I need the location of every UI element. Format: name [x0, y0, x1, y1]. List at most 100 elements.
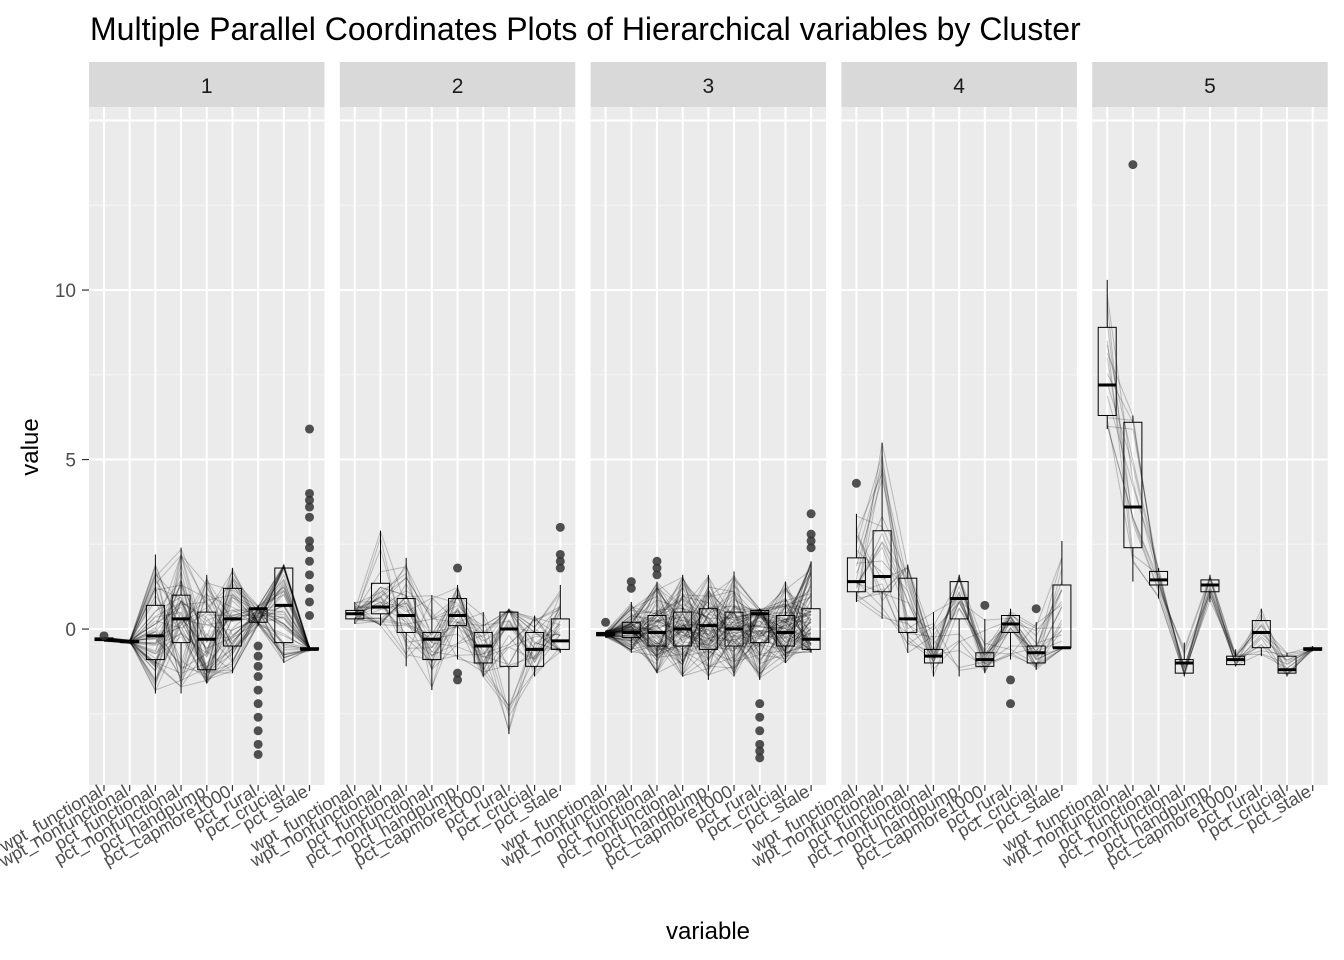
outlier-point: [253, 685, 263, 695]
trace-line: [605, 591, 812, 636]
facet-strip: [1092, 62, 1328, 107]
trace-line: [605, 608, 812, 674]
box: [898, 577, 918, 633]
boxplot-wpt_nonfunctional: [872, 442, 892, 619]
box: [499, 611, 519, 667]
boxplot-pct_capmore1000: [724, 571, 744, 677]
outlier-point: [626, 583, 636, 593]
outlier-point: [1128, 160, 1138, 170]
y-tick-label: 0: [65, 620, 76, 641]
boxplot-pct_capmore1000: [473, 612, 493, 677]
outlier-point: [305, 536, 314, 546]
facet-panel-4: 4wpt_functionalwpt_nonfunctionalpct_func…: [748, 62, 1077, 872]
boxplot-pct_stale: [801, 509, 821, 653]
outlier-point: [806, 509, 816, 519]
boxplot-pct_handpump: [949, 574, 969, 677]
outlier-point: [555, 563, 565, 573]
trace-line: [605, 574, 812, 665]
boxplot-wpt_functional: [94, 631, 114, 642]
box: [949, 581, 969, 620]
trace-line: [103, 578, 310, 667]
facet-strip-label: 1: [201, 75, 213, 98]
boxplot-pct_capmore1000: [222, 568, 242, 674]
boxplot-pct_nonfunctional: [1174, 642, 1194, 677]
boxplot-wpt_nonfunctional: [120, 639, 140, 644]
outlier-point: [626, 577, 636, 587]
boxplot-pct_crucial: [274, 564, 294, 663]
trace-line: [605, 611, 812, 662]
outlier-point: [253, 739, 263, 749]
outlier-point: [755, 739, 765, 749]
boxplot-pct_capmore1000: [1226, 649, 1246, 667]
trace-line: [856, 590, 1063, 657]
x-axis-title: variable: [666, 918, 750, 945]
boxplot-pct_nonfunctional: [923, 612, 943, 677]
outlier-point: [1006, 675, 1016, 685]
outlier-point: [806, 536, 816, 546]
box: [197, 611, 217, 671]
box: [222, 587, 242, 647]
outlier-point: [305, 488, 314, 498]
outlier-point: [99, 631, 109, 641]
box: [473, 631, 493, 664]
box: [698, 608, 718, 650]
outlier-point: [305, 543, 314, 553]
outlier-point: [755, 699, 765, 709]
outlier-point: [652, 570, 662, 580]
trace-line: [605, 583, 812, 650]
box: [846, 557, 866, 593]
outlier-point: [305, 570, 314, 580]
box: [750, 609, 770, 644]
trace-line: [605, 606, 812, 675]
facet-strip-label: 4: [953, 75, 965, 98]
boxplot-pct_stale: [550, 522, 570, 653]
boxplot-pct_stale: [1303, 646, 1323, 652]
boxplot-pct_functional: [647, 556, 667, 674]
facet-strip: [339, 62, 576, 107]
outlier-point: [1031, 604, 1041, 614]
boxplot-pct_capmore1000: [975, 600, 995, 674]
outlier-point: [305, 597, 314, 607]
boxplot-wpt_functional: [596, 617, 616, 638]
boxplot-pct_handpump: [698, 574, 718, 680]
boxplot-pct_functional: [898, 564, 918, 653]
facet-panel-5: 5wpt_functionalwpt_nonfunctionalpct_func…: [998, 62, 1328, 872]
box: [370, 582, 390, 615]
outlier-point: [253, 651, 263, 661]
trace-line: [103, 553, 310, 658]
boxplot-pct_rural: [1251, 608, 1271, 657]
boxplot-pct_rural: [1001, 608, 1021, 709]
box: [872, 530, 892, 593]
boxplot-pct_rural: [248, 605, 268, 759]
boxplot-pct_nonfunctional: [422, 595, 442, 691]
boxplot-pct_nonfunctional: [673, 574, 693, 677]
box: [1026, 645, 1046, 664]
outlier-point: [652, 556, 662, 566]
outlier-point: [305, 502, 314, 512]
boxplot-pct_crucial: [775, 581, 795, 663]
outlier-point: [253, 661, 263, 671]
facet-strip: [590, 62, 827, 107]
boxplot-pct_stale: [1052, 540, 1072, 650]
boxplot-wpt_nonfunctional: [370, 530, 390, 626]
box: [1277, 655, 1297, 674]
trace-line: [856, 558, 1063, 659]
outlier-point: [555, 549, 565, 559]
box: [647, 615, 667, 647]
box: [621, 621, 641, 639]
box: [448, 598, 468, 627]
boxplot-pct_crucial: [1026, 604, 1046, 670]
outlier-point: [755, 726, 765, 736]
outlier-point: [253, 749, 263, 759]
box: [1097, 326, 1117, 416]
outlier-point: [980, 600, 990, 610]
facet-strip-label: 5: [1204, 75, 1216, 98]
outlier-point: [555, 522, 565, 532]
facet-strip-label: 2: [452, 75, 464, 98]
box: [775, 615, 795, 647]
outlier-point: [253, 712, 263, 722]
facet-strip: [89, 62, 325, 107]
box: [1251, 620, 1271, 649]
boxplot-wpt_nonfunctional: [1123, 160, 1143, 582]
